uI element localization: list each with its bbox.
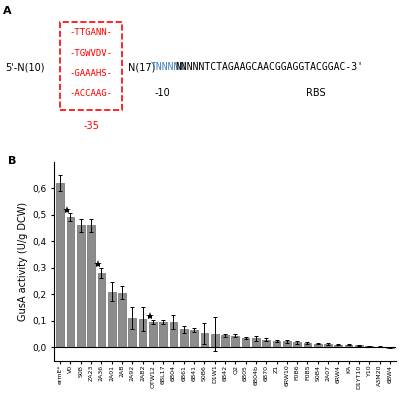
Text: RBS: RBS <box>306 88 326 98</box>
Bar <box>365 346 373 347</box>
Bar <box>98 273 105 347</box>
Text: -TTGANN-: -TTGANN- <box>70 28 112 37</box>
Bar <box>345 345 352 347</box>
Bar <box>232 336 239 347</box>
Text: B: B <box>8 156 16 165</box>
Bar <box>314 344 322 347</box>
Text: N(17): N(17) <box>128 62 155 72</box>
Bar <box>118 293 126 347</box>
Bar <box>252 338 260 347</box>
Bar <box>159 322 167 347</box>
Y-axis label: GusA activity (U/g DCW): GusA activity (U/g DCW) <box>18 201 28 321</box>
Text: A: A <box>3 6 12 16</box>
Bar <box>170 322 177 347</box>
Bar <box>211 334 218 347</box>
Bar <box>273 340 280 347</box>
Text: NNNNNTCTAGAAGCAACGGAGGTACGGAC-3': NNNNNTCTAGAAGCAACGGAGGTACGGAC-3' <box>175 62 363 72</box>
Bar <box>262 340 270 347</box>
Bar <box>293 342 301 347</box>
Bar <box>87 225 95 347</box>
Text: -TGWVDV-: -TGWVDV- <box>70 48 112 58</box>
Text: -35: -35 <box>83 121 99 131</box>
Bar <box>334 345 342 347</box>
Bar <box>77 225 85 347</box>
Bar <box>67 217 74 347</box>
Text: TNNNNN: TNNNNN <box>151 62 186 72</box>
Text: -GAAAHS-: -GAAAHS- <box>70 69 112 78</box>
Bar <box>139 319 146 347</box>
Text: -10: -10 <box>154 88 170 98</box>
Bar <box>180 329 188 347</box>
Bar <box>242 338 250 347</box>
Bar <box>324 344 332 347</box>
Text: 5'-N(10): 5'-N(10) <box>5 62 44 72</box>
Bar <box>128 318 136 347</box>
Bar <box>221 335 229 347</box>
Bar <box>355 346 363 347</box>
Bar <box>200 333 208 347</box>
Bar <box>304 343 311 347</box>
Bar <box>108 292 116 347</box>
Bar <box>283 342 291 347</box>
Bar <box>190 330 198 347</box>
Bar <box>56 183 64 347</box>
Bar <box>149 322 157 347</box>
Text: -ACCAAG-: -ACCAAG- <box>70 89 112 98</box>
